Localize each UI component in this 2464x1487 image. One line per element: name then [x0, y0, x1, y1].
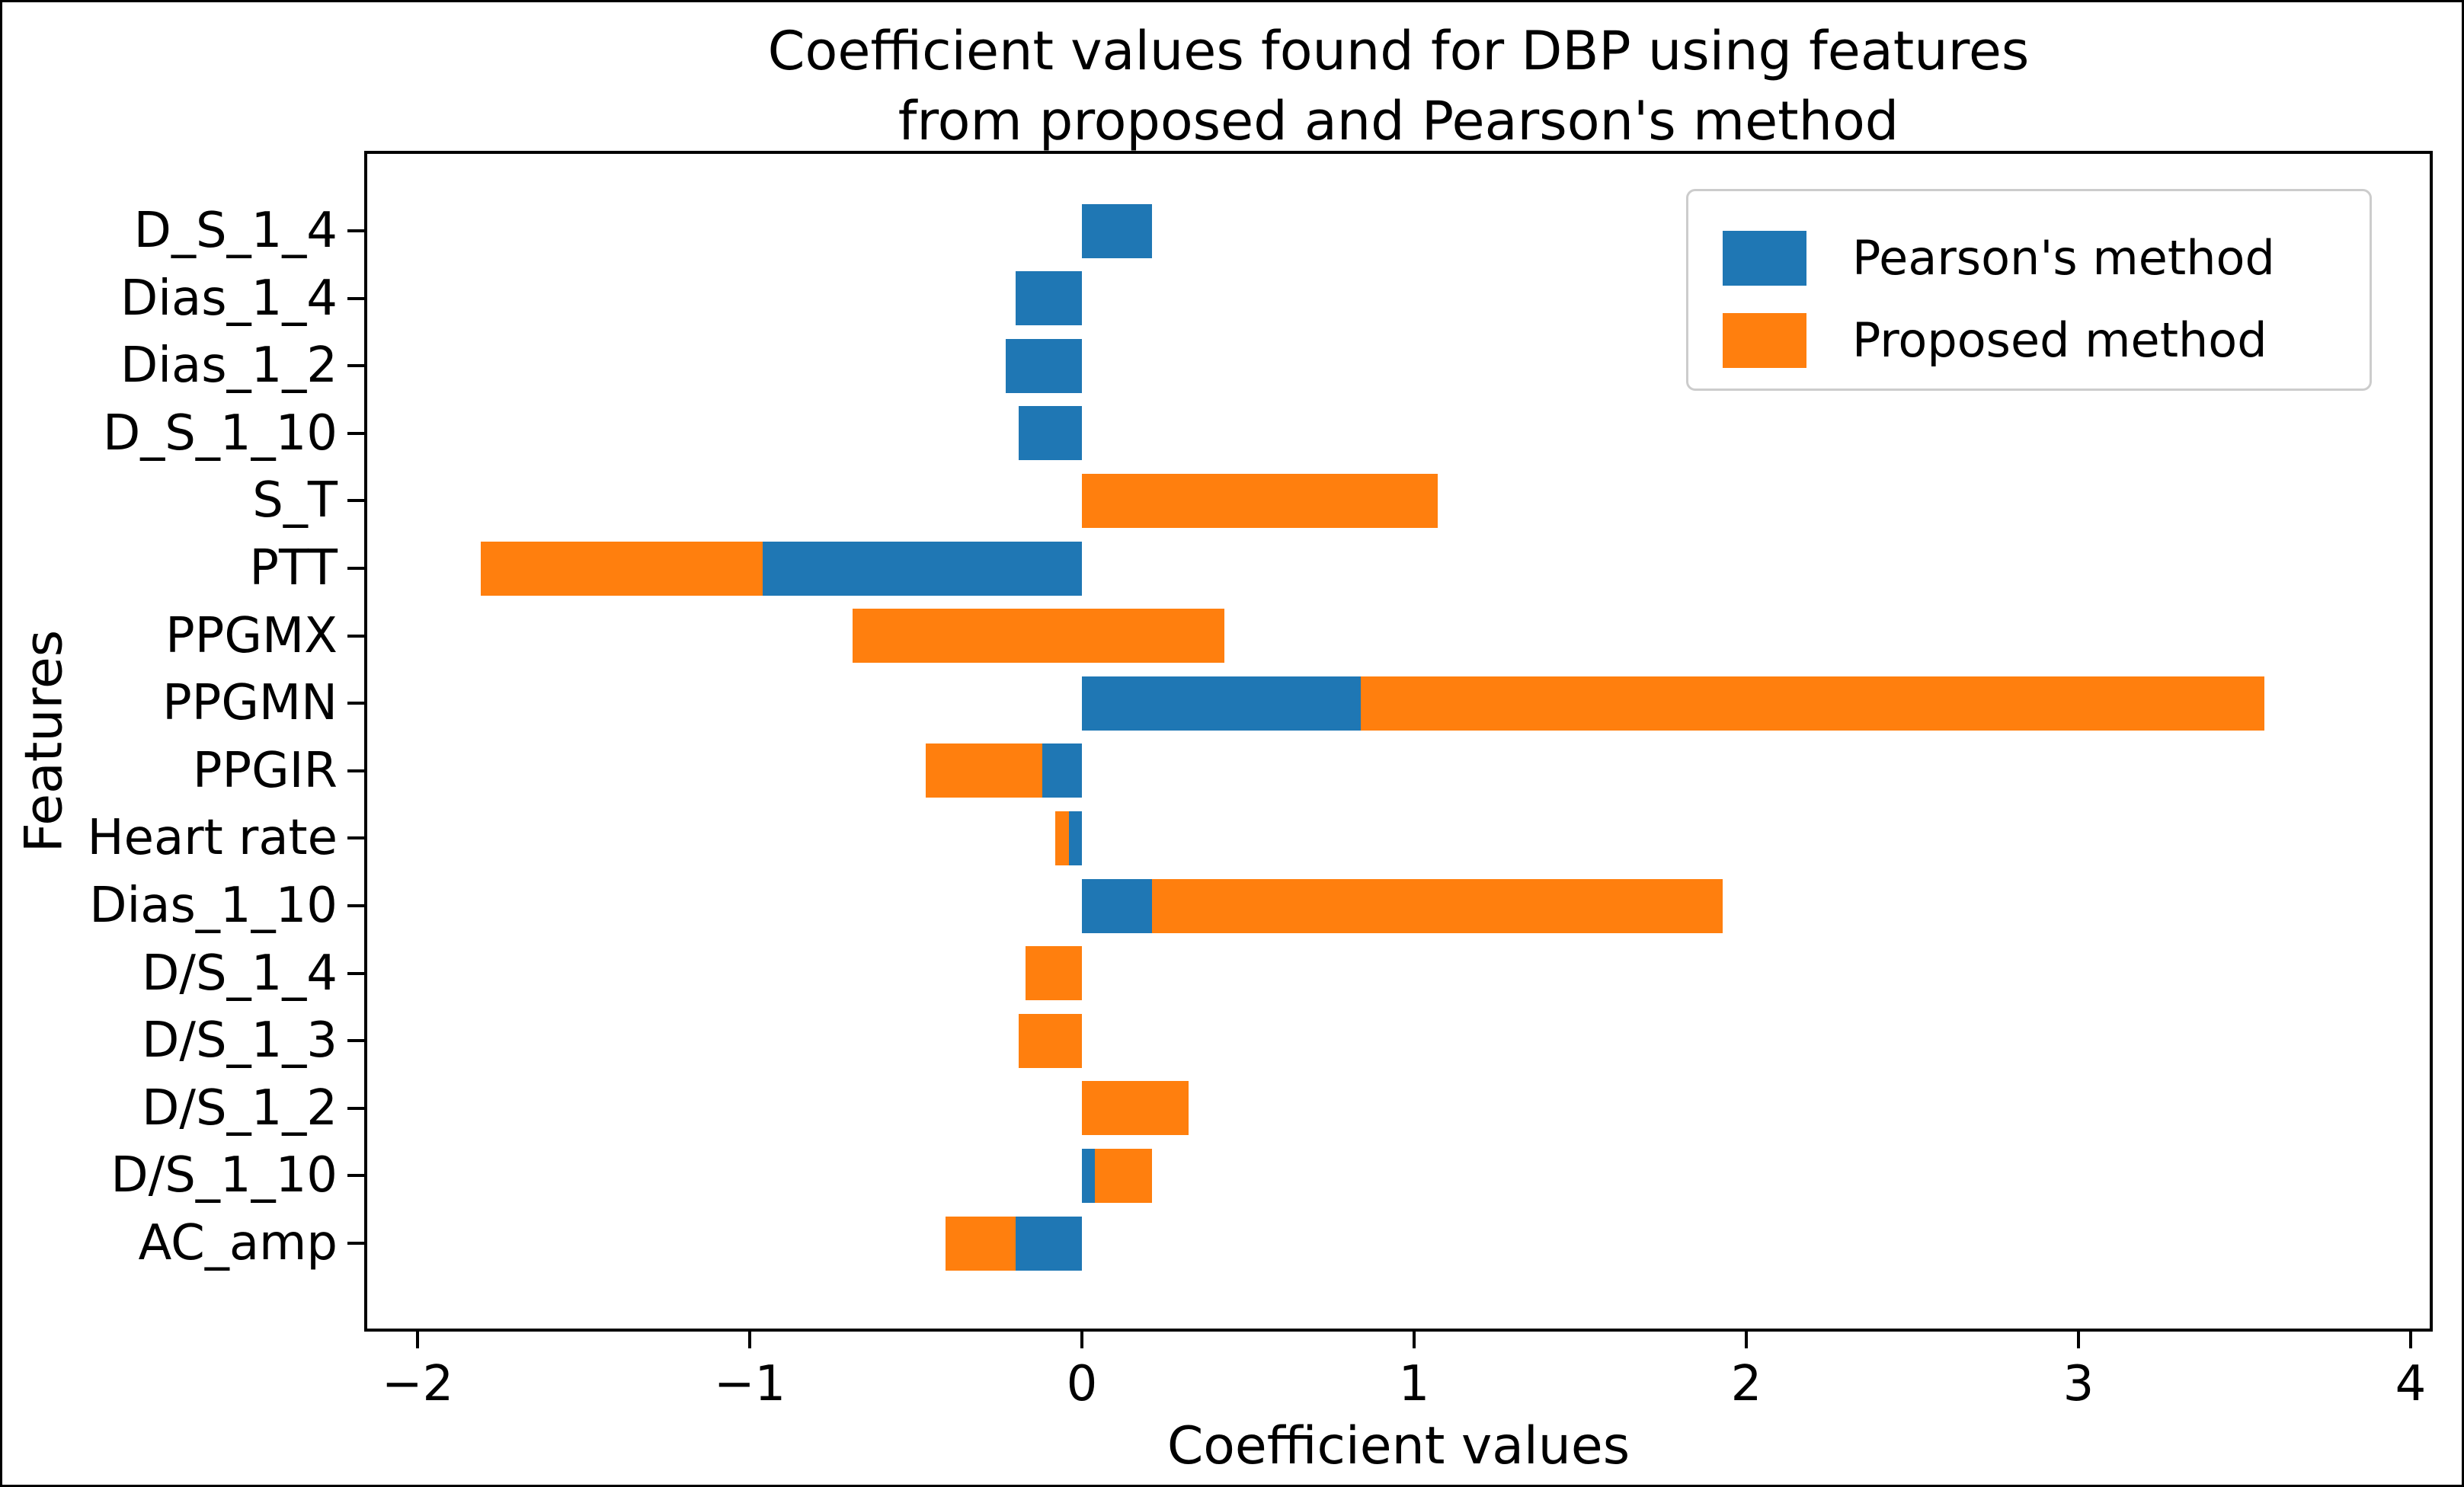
x-axis-label: Coefficient values	[1166, 1416, 1630, 1476]
x-tick-label: 0	[1066, 1356, 1098, 1412]
y-tick	[347, 431, 364, 435]
y-tick	[347, 634, 364, 638]
plot-area: −2 −1 0 1 2 3 4 Pearson's method Proposed metho…	[347, 151, 2433, 1412]
chart-title: Coefficient values found for DBP using f…	[767, 20, 2030, 153]
bar-segment-pearson	[1082, 676, 1362, 731]
y-tick	[347, 1174, 364, 1178]
y-tick	[347, 836, 364, 840]
y-tick-label: Dias_1_10	[89, 878, 338, 934]
y-tick	[347, 229, 364, 232]
legend-item-pearson: Pearson's method	[1723, 231, 2340, 286]
x-tick-label: 4	[2395, 1356, 2427, 1412]
y-tick-label: Dias_1_4	[120, 270, 338, 327]
y-tick	[347, 904, 364, 907]
bar-segment-proposed	[946, 1216, 1016, 1271]
y-tick-label: D/S_1_3	[142, 1012, 338, 1070]
bar-segment-proposed	[480, 541, 763, 596]
bar-segment-proposed	[1095, 1148, 1152, 1203]
y-tick-label: D/S_1_2	[142, 1079, 338, 1137]
y-tick-label: D/S_1_10	[110, 1147, 338, 1204]
legend-label: Pearson's method	[1852, 230, 2275, 286]
y-tick-label: D/S_1_4	[142, 945, 338, 1002]
bar-segment-proposed	[1082, 473, 1438, 528]
legend-item-proposed: Proposed method	[1723, 313, 2340, 368]
legend: Pearson's method Proposed method	[1686, 189, 2372, 391]
y-tick	[347, 769, 364, 772]
x-tick	[2077, 1332, 2080, 1348]
x-tick	[1745, 1332, 1748, 1348]
y-tick	[347, 971, 364, 975]
bar-segment-pearson	[1015, 271, 1082, 326]
bar-segment-proposed	[1082, 1081, 1189, 1136]
y-tick	[347, 296, 364, 300]
x-tick	[2409, 1332, 2412, 1348]
bar-segment-proposed	[1019, 1013, 1082, 1068]
y-tick-label: Heart rate	[87, 810, 338, 867]
bar-segment-pearson	[1082, 1148, 1096, 1203]
bar-segment-pearson	[1019, 406, 1082, 461]
bar-segment-proposed	[1361, 676, 2265, 731]
x-tick	[748, 1332, 751, 1348]
bar-segment-pearson	[1015, 1216, 1082, 1271]
x-tick-label: 3	[2062, 1356, 2094, 1412]
y-tick	[347, 1039, 364, 1043]
x-tick-label: 2	[1730, 1356, 1762, 1412]
x-tick-label: −2	[381, 1356, 454, 1412]
x-tick	[416, 1332, 419, 1348]
y-tick-label: PPGIR	[192, 742, 338, 799]
bar-segment-pearson	[1068, 811, 1082, 865]
bar-segment-pearson	[763, 541, 1082, 596]
y-tick	[347, 364, 364, 368]
legend-label: Proposed method	[1852, 312, 2267, 368]
y-tick-label: D_S_1_10	[102, 405, 338, 462]
y-tick	[347, 499, 364, 503]
bar-segment-proposed	[1025, 946, 1082, 1001]
bar-segment-proposed	[1151, 878, 1723, 933]
x-tick-label: 1	[1398, 1356, 1430, 1412]
y-tick-label: AC_amp	[138, 1215, 338, 1271]
y-tick	[347, 702, 364, 705]
legend-swatch-pearson	[1723, 231, 1806, 286]
y-tick-label: Dias_1_2	[120, 337, 338, 395]
y-tick-label: PTT	[249, 540, 338, 596]
y-tick-label: S_T	[252, 472, 338, 529]
x-tick-label: −1	[713, 1356, 786, 1412]
y-tick	[347, 567, 364, 570]
y-tick-label: D_S_1_4	[133, 203, 338, 259]
bar-segment-pearson	[1042, 744, 1082, 798]
x-tick	[1413, 1332, 1416, 1348]
bar-segment-proposed	[1055, 811, 1069, 865]
bar-segment-pearson	[1005, 338, 1082, 393]
bar-segment-pearson	[1082, 203, 1152, 258]
y-tick-label: PPGMN	[162, 675, 338, 732]
legend-swatch-proposed	[1723, 313, 1806, 368]
y-tick-label: PPGMX	[165, 607, 338, 664]
bar-segment-proposed	[926, 744, 1042, 798]
x-tick	[1080, 1332, 1083, 1348]
bar-segment-proposed	[853, 609, 1225, 664]
y-tick	[347, 1242, 364, 1245]
y-tick	[347, 1106, 364, 1110]
bar-segment-pearson	[1082, 878, 1152, 933]
